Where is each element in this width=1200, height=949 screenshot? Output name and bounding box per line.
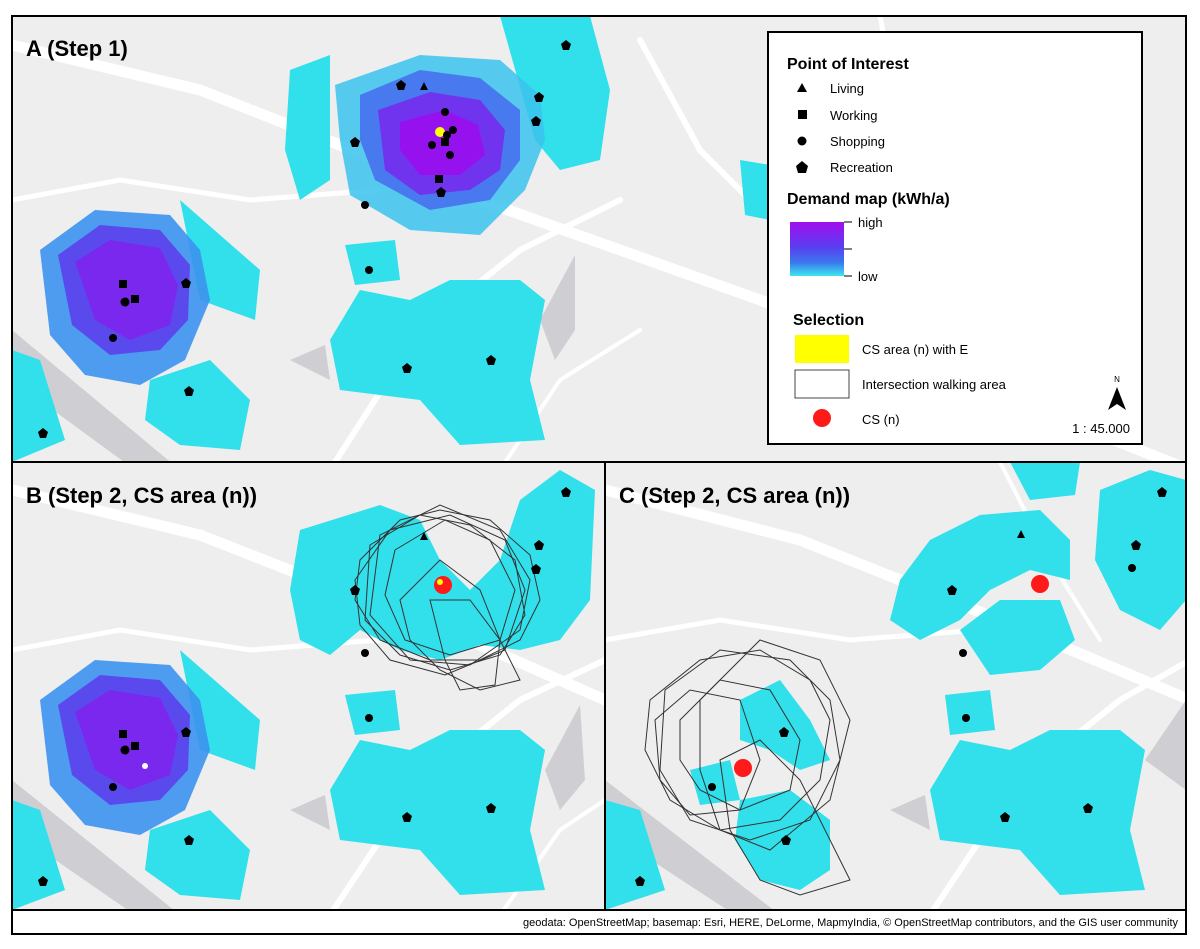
pentagon-icon: [796, 161, 808, 173]
panel-b-walking-areas: [354, 504, 541, 691]
panel-c-poi-markers: [635, 487, 1167, 886]
legend-selection-cs: CS (n): [862, 412, 900, 427]
triangle-icon: [797, 83, 807, 92]
panel-a-demand-large: [335, 55, 545, 235]
legend-demand-title: Demand map (kWh/a): [787, 191, 950, 208]
legend-poi-living: Living: [830, 81, 864, 96]
circle-icon: [797, 136, 807, 146]
legend-poi-working: Working: [830, 108, 877, 123]
cs-point: [734, 759, 752, 777]
legend-selection-cs-area: CS area (n) with E: [862, 342, 969, 357]
panel-c-walking-areas: [644, 639, 851, 896]
panel-c-catchments: [605, 462, 1186, 910]
panel-b-label: B (Step 2, CS area (n)): [26, 483, 257, 508]
panel-c-label: C (Step 2, CS area (n)): [619, 483, 850, 508]
cs-point: [434, 576, 452, 594]
legend-selection-title: Selection: [793, 312, 864, 329]
legend-demand-low: low: [858, 269, 878, 284]
north-label: N: [1114, 375, 1120, 384]
panel-a-poi-markers: [38, 40, 571, 438]
panel-b-demand-small: [40, 660, 210, 835]
panel-b-poi-markers: [38, 487, 571, 886]
red-dot-icon: [813, 409, 831, 427]
north-arrow-icon: [1108, 387, 1126, 410]
legend-demand-high: high: [858, 215, 883, 230]
panel-a-demand-small: [40, 210, 210, 385]
attribution: geodata: OpenStreetMap; basemap: Esri, H…: [523, 917, 1178, 929]
panel-a-label: A (Step 1): [26, 36, 128, 61]
yellow-swatch-icon: [795, 335, 849, 363]
legend-selection-walking: Intersection walking area: [862, 377, 1007, 392]
outline-swatch-icon: [794, 369, 850, 399]
legend-poi-recreation: Recreation: [830, 160, 893, 175]
demand-gradient-swatch: [790, 222, 844, 276]
legend-poi-title: Point of Interest: [787, 56, 909, 73]
cs-point: [1031, 575, 1049, 593]
panel-c-map: [605, 462, 1186, 910]
square-icon: [798, 110, 807, 119]
legend: Point of Interest Living Working Shoppin…: [767, 31, 1143, 445]
legend-poi-shopping: Shopping: [830, 134, 885, 149]
legend-scale: 1 : 45.000: [1072, 421, 1130, 436]
panel-a-basemap-water: [12, 255, 575, 462]
panel-borders: [11, 15, 1187, 935]
panel-b-map: [12, 462, 605, 910]
panel-a-catchments: [12, 16, 770, 462]
panel-b-catchments: [12, 470, 595, 910]
